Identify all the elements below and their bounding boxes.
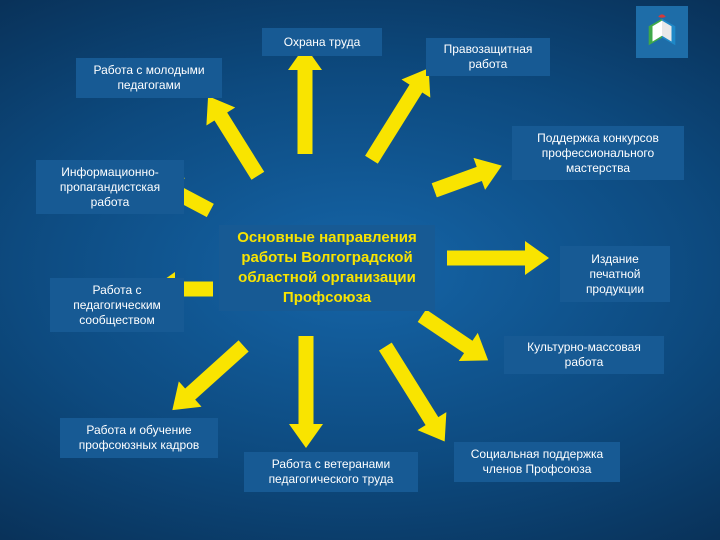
direction-label: Поддержка конкурсов профессионального ма… [522,131,674,176]
direction-box-b4: Информационно-пропагандистская работа [36,160,184,214]
direction-box-b6: Работа с педагогическим сообществом [50,278,184,332]
direction-box-b5: Поддержка конкурсов профессионального ма… [512,126,684,180]
direction-label: Социальная поддержка членов Профсоюза [464,447,610,477]
direction-box-b7: Издание печатной продукции [560,246,670,302]
direction-label: Культурно-массовая работа [514,340,654,370]
direction-box-b3: Работа с молодыми педагогами [76,58,222,98]
direction-box-b2: Правозащитная работа [426,38,550,76]
direction-box-b9: Работа и обучение профсоюзных кадров [60,418,218,458]
direction-label: Работа с молодыми педагогами [86,63,212,93]
direction-box-b10: Работа с ветеранами педагогического труд… [244,452,418,492]
direction-label: Правозащитная работа [436,42,540,72]
direction-box-b11: Социальная поддержка членов Профсоюза [454,442,620,482]
direction-label: Охрана труда [284,35,361,50]
direction-label: Работа с ветеранами педагогического труд… [254,457,408,487]
direction-label: Издание печатной продукции [570,252,660,297]
center-title-text: Основные направления работы Волгоградско… [233,228,421,309]
direction-box-b1: Охрана труда [262,28,382,56]
arrow-a1 [288,46,322,154]
direction-label: Информационно-пропагандистская работа [46,165,174,210]
union-logo [636,6,688,58]
arrow-a7 [447,241,549,275]
arrow-a10 [289,336,323,448]
direction-label: Работа и обучение профсоюзных кадров [70,423,208,453]
center-title-box: Основные направления работы Волгоградско… [219,225,435,311]
direction-box-b8: Культурно-массовая работа [504,336,664,374]
direction-label: Работа с педагогическим сообществом [60,283,174,328]
